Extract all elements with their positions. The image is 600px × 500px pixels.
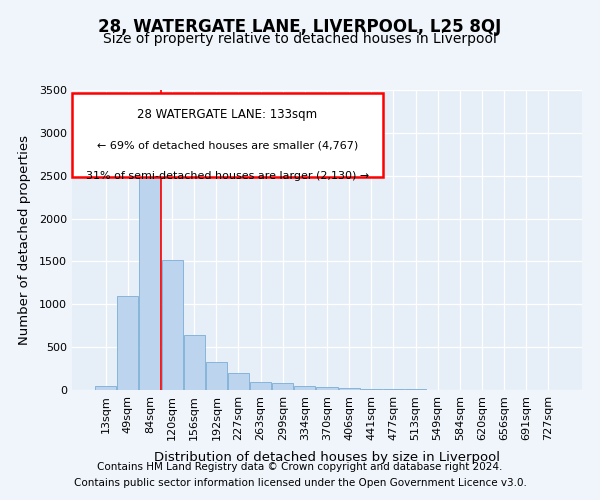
Text: Contains HM Land Registry data © Crown copyright and database right 2024.: Contains HM Land Registry data © Crown c… (97, 462, 503, 472)
Text: ← 69% of detached houses are smaller (4,767): ← 69% of detached houses are smaller (4,… (97, 141, 358, 151)
FancyBboxPatch shape (72, 93, 383, 177)
Bar (338, 388, 359, 390)
Text: Size of property relative to detached houses in Liverpool: Size of property relative to detached ho… (103, 32, 497, 46)
Text: 28 WATERGATE LANE: 133sqm: 28 WATERGATE LANE: 133sqm (137, 108, 317, 121)
Bar (250, 382, 271, 390)
Text: 28, WATERGATE LANE, LIVERPOOL, L25 8QJ: 28, WATERGATE LANE, LIVERPOOL, L25 8QJ (98, 18, 502, 36)
Bar (95, 386, 116, 390)
Bar (316, 388, 338, 390)
Bar (361, 389, 382, 390)
Y-axis label: Number of detached properties: Number of detached properties (17, 135, 31, 345)
Bar (161, 260, 182, 390)
Bar (295, 386, 316, 390)
Text: Contains public sector information licensed under the Open Government Licence v3: Contains public sector information licen… (74, 478, 526, 488)
Bar (272, 383, 293, 390)
Bar (228, 374, 249, 390)
Bar (139, 140, 160, 390)
Bar (383, 389, 404, 390)
X-axis label: Distribution of detached houses by size in Liverpool: Distribution of detached houses by size … (154, 451, 500, 464)
Bar (206, 362, 227, 390)
Bar (118, 296, 139, 390)
Text: 31% of semi-detached houses are larger (2,130) →: 31% of semi-detached houses are larger (… (86, 171, 369, 181)
Bar (184, 335, 205, 390)
